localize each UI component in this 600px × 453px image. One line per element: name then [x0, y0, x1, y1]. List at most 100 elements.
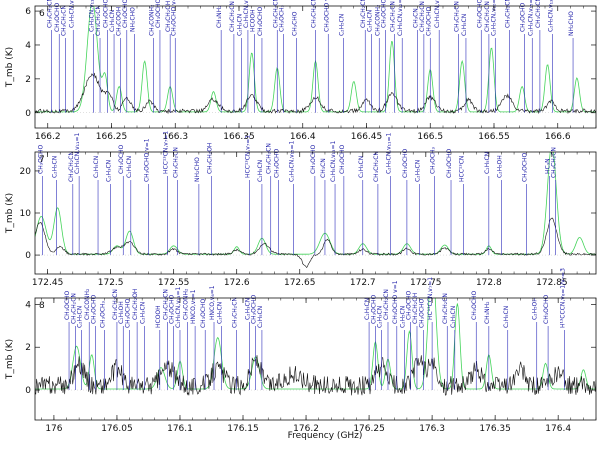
- line-label: C₂H₃CN: [244, 298, 251, 320]
- line-label: CH₃OCHO: [155, 0, 162, 28]
- line-label: C₂H₃CN,v₁₁=2: [434, 0, 441, 28]
- x-tick-label: 176.15: [227, 424, 259, 434]
- line-label: NH₂CHO: [129, 7, 136, 32]
- line-label: CH₃OCHO: [38, 144, 45, 174]
- line-label: CH₃CH₂CN: [535, 0, 542, 28]
- line-label: CH₃CH₂CN: [383, 289, 390, 320]
- line-label: CH₃NH₂: [216, 5, 223, 28]
- line-label: CH₃CH₂CN: [112, 289, 119, 320]
- line-label: CH₃CH₂CN: [484, 1, 491, 32]
- x-tick-label: 172.75: [410, 278, 442, 288]
- line-label: CH₃CH₂CN: [229, 1, 236, 32]
- line-label: CH₃OCHO: [273, 148, 280, 178]
- line-label: C₂H₃CN: [106, 160, 113, 182]
- spectrum-panel-8: CH₃OCHO CH₃CH₂CN C₂H₅CN CH₃CONH₂ CH₃OCHO CH₃O…: [5, 268, 597, 434]
- line-label: CH₃CH₂CN: [68, 151, 75, 182]
- line-label: C₂H₃CN,v₁₁=1: [74, 133, 81, 174]
- x-tick-label: 166.55: [478, 132, 510, 142]
- line-label: CH₃OCHO: [310, 144, 317, 174]
- line-label: CH₃OCHO: [118, 144, 125, 174]
- x-tick-label: 176.35: [479, 424, 511, 434]
- y-tick-label: 0: [25, 386, 31, 396]
- line-label: C₂H₅CN: [257, 306, 264, 328]
- line-label: C₂H₃CN: [237, 14, 244, 36]
- x-tick-label: 172.6: [224, 278, 250, 288]
- line-label: CH₃OCHO: [543, 294, 550, 324]
- line-label: CH₃OCHO: [103, 0, 110, 28]
- x-tick-label: 176.05: [101, 424, 133, 434]
- line-label: CH₃CH₂CN: [162, 289, 169, 320]
- line-label: CH₃OCHO: [402, 148, 409, 178]
- line-label: CH₃COOH: [115, 7, 122, 36]
- plot-frame: [34, 297, 597, 421]
- y-tick-label: 2: [25, 75, 31, 85]
- line-label: CH₃OCHO: [169, 294, 176, 324]
- line-label: CH₃CH₂CN: [504, 0, 511, 28]
- x-tick-label: 176: [45, 424, 62, 434]
- spectrum-panel-6: CH₃CH₂CN CH₃OCHO CH₃CH₂CN C₂H₅CN,v₁₃=1 C₂H₃C…: [5, 0, 597, 142]
- x-tick-label: 172.55: [158, 278, 190, 288]
- y-axis-title: T_mb (K): [5, 339, 15, 380]
- line-label: C₂H₅CN,v₁₃=2: [548, 0, 555, 32]
- observed-spectrum-line: [35, 217, 596, 268]
- line-label: CH₃OCHO: [425, 6, 432, 36]
- line-label: CH₃CH₂CN: [311, 0, 318, 28]
- x-tick-label: 166.45: [351, 132, 383, 142]
- x-tick-label: 176.3: [419, 424, 445, 434]
- line-label: CH₃CONH₂: [183, 288, 190, 320]
- x-tick-label: 166.3: [162, 132, 188, 142]
- line-label: CH₃OCH₃: [279, 4, 286, 32]
- line-label: NH₂CHO: [194, 157, 201, 182]
- line-label: CH₃CH₂OH: [132, 289, 139, 320]
- line-label: C₂H₅CN: [503, 306, 510, 328]
- line-label: CH₃OCHO: [418, 298, 425, 328]
- panel-number: 7: [39, 155, 45, 165]
- line-label: CH₃CH₂CN: [373, 151, 380, 182]
- x-tick-label: 172.45: [32, 278, 64, 288]
- line-label: CH₃CH₂OH: [206, 143, 213, 174]
- line-label: CH₃OCHO: [446, 148, 453, 178]
- line-label: C₂H₅CN: [217, 302, 224, 324]
- line-label: CH₃CH₂CN: [272, 0, 279, 28]
- observed-spectrum-line: [35, 355, 596, 396]
- line-label: C₂H₅CN,v₁₂=1: [243, 0, 250, 28]
- x-tick-label: 166.6: [545, 132, 571, 142]
- x-tick-label: 166.5: [417, 132, 443, 142]
- y-tick-label: 4: [25, 300, 31, 310]
- line-label: C₂H₅CN: [126, 156, 133, 178]
- line-label: CH₃CH₂CN: [453, 1, 460, 32]
- line-label: CH₃OCHO: [339, 144, 346, 174]
- y-tick-label: 10: [20, 209, 32, 219]
- line-label: CH₃OCHO: [381, 0, 388, 28]
- line-label: CH₃CONH₂: [374, 4, 381, 36]
- line-label: C₂H₅CN: [339, 14, 346, 36]
- line-label: C₂H₅CN,v₁₁=1: [386, 133, 393, 174]
- line-label: CH₃CH₂OH: [165, 1, 172, 32]
- line-label: CH₃CONH₂: [149, 4, 156, 36]
- spectrum-panel-7: CH₃OCHO C₂H₅CN CH₃CH₂CN C₂H₃CN,v₁₁=1 C₂H₅CN C…: [5, 131, 597, 288]
- y-tick-label: 20: [20, 167, 32, 177]
- line-label: C₂H₅CN,v₁₃=1: [330, 141, 337, 182]
- line-label: C₂H₅CN,v₁₂=2: [397, 0, 404, 36]
- y-tick-label: 4: [25, 41, 31, 51]
- x-tick-label: 166.4: [290, 132, 316, 142]
- x-axis-title: Frequency (GHz): [288, 431, 363, 441]
- y-tick-label: 6: [25, 7, 31, 17]
- line-label: C₂H₅OH: [496, 155, 503, 178]
- line-label: CH₃OCHO: [91, 294, 98, 324]
- line-label: CH₃OCH₃: [99, 300, 106, 328]
- line-label: CH₃CH₂CN: [551, 147, 558, 178]
- line-label: CH₃CH₂CN: [172, 147, 179, 178]
- line-label: HCOOH: [249, 9, 256, 32]
- line-label: CH₃CH₂CN: [390, 1, 397, 32]
- y-axis-title: T_mb (K): [5, 193, 15, 234]
- line-label: CH₃CONH₂: [84, 288, 91, 320]
- line-label: C₂H₅CN: [51, 156, 58, 178]
- line-label: CH₃CN: [413, 8, 420, 28]
- line-label: C₂H₅CN: [415, 160, 422, 182]
- line-label: C₂H₅CN: [364, 298, 371, 320]
- line-label: C₂H₅CN: [109, 10, 116, 32]
- x-tick-label: 176.2: [293, 424, 319, 434]
- line-label: CH₃OCH₃: [430, 146, 437, 174]
- x-tick-label: 166.2: [35, 132, 61, 142]
